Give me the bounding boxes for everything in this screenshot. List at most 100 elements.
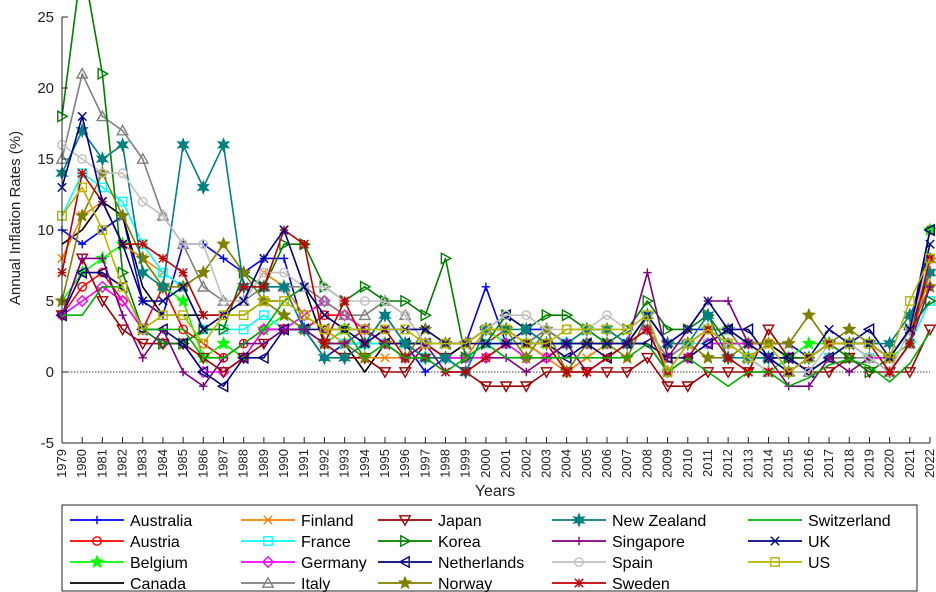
legend-marker	[400, 534, 412, 548]
data-point	[400, 324, 411, 335]
legend-marker	[770, 557, 780, 567]
data-point	[400, 294, 412, 308]
data-point	[925, 282, 935, 291]
plot-area	[54, 0, 936, 393]
x-tick-label: 1995	[377, 449, 392, 478]
legend-label: Switzerland	[808, 513, 891, 530]
data-point	[923, 324, 936, 337]
data-point	[380, 296, 390, 306]
legend-marker	[397, 575, 413, 590]
data-point	[481, 338, 491, 349]
data-point	[156, 279, 170, 295]
data-point	[216, 379, 229, 393]
data-point	[420, 308, 432, 322]
data-point	[461, 367, 471, 377]
data-point	[762, 324, 775, 337]
legend-label: Australia	[130, 513, 192, 530]
legend-marker	[574, 557, 584, 567]
series-uk	[57, 111, 935, 377]
legend-marker	[92, 536, 102, 546]
data-point	[741, 323, 754, 336]
data-point	[319, 281, 330, 292]
x-tick-label: 1982	[115, 449, 130, 478]
data-point	[279, 325, 289, 334]
x-tick-label: 1987	[215, 449, 230, 478]
legend-marker	[398, 555, 410, 569]
series-switzerland	[62, 285, 931, 388]
x-tick-label: 1991	[296, 449, 311, 478]
data-point	[501, 324, 511, 335]
data-point	[440, 252, 453, 265]
data-point	[257, 323, 271, 336]
data-point	[138, 353, 147, 362]
data-point	[904, 324, 915, 335]
data-point	[501, 310, 511, 321]
data-point	[519, 381, 533, 393]
data-point	[299, 281, 310, 292]
legend-item-belgium: Belgium	[70, 554, 188, 572]
legend-item-france: France	[241, 534, 351, 551]
x-tick-label: 1988	[236, 449, 251, 478]
data-point	[844, 351, 856, 365]
data-point	[521, 338, 532, 349]
legend-label: Sweden	[612, 576, 670, 592]
data-point	[479, 381, 493, 393]
x-tick-label: 2014	[761, 449, 776, 478]
x-tick-label: 2000	[478, 449, 493, 478]
x-tick-label: 1980	[74, 449, 89, 478]
data-point	[824, 324, 834, 335]
x-tick-label: 2015	[781, 449, 796, 478]
data-point	[117, 196, 128, 207]
data-point	[238, 310, 249, 321]
data-point	[258, 296, 269, 306]
legend-marker	[398, 515, 412, 527]
data-point	[238, 296, 249, 306]
legend-marker	[770, 536, 780, 546]
data-point	[782, 351, 794, 365]
data-point	[77, 111, 87, 122]
data-point	[642, 310, 653, 321]
legend-marker	[92, 515, 102, 525]
series-line	[62, 285, 931, 388]
legend-label: France	[301, 534, 351, 551]
data-point	[95, 151, 110, 167]
legend-label: Germany	[301, 555, 367, 572]
x-tick-label: 2011	[700, 449, 715, 477]
data-point	[499, 337, 513, 350]
data-point	[925, 253, 935, 264]
data-point	[420, 338, 431, 349]
data-point	[198, 239, 209, 250]
data-point	[178, 239, 189, 250]
data-point	[643, 268, 652, 277]
data-point	[277, 279, 291, 295]
data-point	[339, 324, 350, 335]
legend-label: US	[808, 555, 830, 572]
data-point	[196, 280, 210, 292]
data-point	[862, 323, 875, 336]
data-point	[75, 208, 90, 222]
series-line	[61, 257, 931, 388]
data-point	[198, 310, 208, 320]
data-point	[136, 264, 150, 281]
data-point	[540, 367, 553, 379]
data-point	[801, 336, 817, 350]
data-point	[317, 350, 332, 366]
legend-marker	[261, 576, 275, 588]
data-point	[117, 168, 128, 179]
legend-item-us: US	[748, 555, 830, 572]
legend-marker	[261, 555, 275, 569]
data-point	[176, 337, 189, 350]
x-tick-label: 2012	[720, 449, 735, 478]
data-point	[622, 324, 633, 335]
data-point	[178, 367, 188, 377]
data-point	[198, 323, 210, 336]
data-point	[319, 310, 330, 320]
legend-label: Norway	[438, 576, 492, 592]
data-point	[398, 367, 412, 379]
data-point	[884, 367, 895, 377]
data-point	[723, 296, 733, 306]
data-point	[561, 308, 574, 322]
legend-item-canada: Canada	[70, 576, 186, 592]
data-point	[116, 123, 129, 136]
